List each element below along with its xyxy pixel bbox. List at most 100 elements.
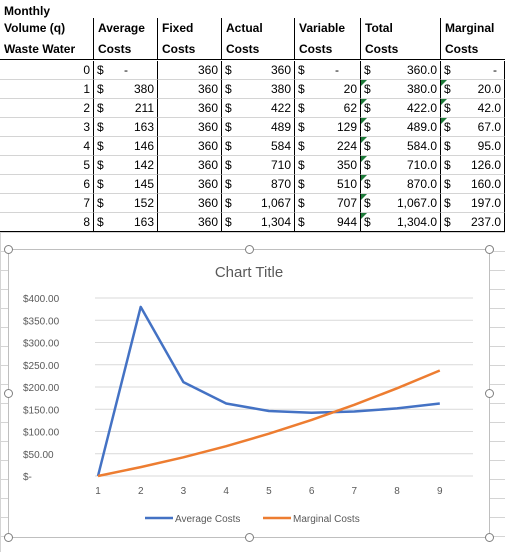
- cell-actual[interactable]: $360: [222, 61, 295, 80]
- header-total-sub[interactable]: Costs: [365, 42, 399, 56]
- cell-variable[interactable]: $129: [295, 118, 361, 137]
- cell-total[interactable]: $489.0: [361, 118, 441, 137]
- cell-value: 489.0: [406, 120, 437, 134]
- cell-q[interactable]: 2: [0, 99, 94, 118]
- cell-value: 224: [336, 139, 357, 153]
- cell-fixed[interactable]: 360: [158, 213, 222, 232]
- cell-total[interactable]: $422.0: [361, 99, 441, 118]
- cell-variable[interactable]: $707: [295, 194, 361, 213]
- cell-actual[interactable]: $1,067: [222, 194, 295, 213]
- resize-handle[interactable]: [245, 533, 254, 542]
- cell-total[interactable]: $1,067.0: [361, 194, 441, 213]
- cell-total[interactable]: $1,304.0: [361, 213, 441, 232]
- cell-variable[interactable]: $20: [295, 80, 361, 99]
- cell-q[interactable]: 3: [0, 118, 94, 137]
- header-q-sub[interactable]: Waste Water: [4, 42, 76, 56]
- cell-marginal[interactable]: $95.0: [441, 137, 505, 156]
- y-tick-label: $200.00: [23, 383, 60, 394]
- cell-q[interactable]: 8: [0, 213, 94, 232]
- cell-actual[interactable]: $380: [222, 80, 295, 99]
- cell-marginal[interactable]: $20.0: [441, 80, 505, 99]
- cell-actual[interactable]: $584: [222, 137, 295, 156]
- cell-value: 152: [133, 196, 154, 210]
- series-line-1: [97, 369, 441, 478]
- cell-marginal[interactable]: $160.0: [441, 175, 505, 194]
- cell-avg[interactable]: $145: [94, 175, 158, 194]
- cell-variable[interactable]: $ -: [295, 61, 361, 80]
- header-variable[interactable]: Variable: [299, 21, 346, 35]
- header-marginal[interactable]: Marginal: [445, 21, 495, 35]
- currency-symbol: $: [444, 120, 451, 134]
- cell-avg[interactable]: $380: [94, 80, 158, 99]
- cell-total[interactable]: $710.0: [361, 156, 441, 175]
- header-q[interactable]: Volume (q): [4, 21, 66, 35]
- cell-actual[interactable]: $489: [222, 118, 295, 137]
- cell-marginal[interactable]: $126.0: [441, 156, 505, 175]
- cell-total[interactable]: $360.0: [361, 61, 441, 80]
- cell-avg[interactable]: $ -: [94, 61, 158, 80]
- cell-q[interactable]: 6: [0, 175, 94, 194]
- cell-total[interactable]: $870.0: [361, 175, 441, 194]
- resize-handle[interactable]: [485, 389, 494, 398]
- cell-marginal[interactable]: $197.0: [441, 194, 505, 213]
- header-fixed-sub[interactable]: Costs: [162, 42, 196, 56]
- cell-q[interactable]: 7: [0, 194, 94, 213]
- cell-q[interactable]: 4: [0, 137, 94, 156]
- cell-variable[interactable]: $62: [295, 99, 361, 118]
- cell-actual[interactable]: $1,304: [222, 213, 295, 232]
- cell-actual[interactable]: $710: [222, 156, 295, 175]
- cell-fixed[interactable]: 360: [158, 118, 222, 137]
- x-tick-label: 7: [352, 486, 358, 497]
- header-variable-sub[interactable]: Costs: [299, 42, 333, 56]
- cell-actual[interactable]: $422: [222, 99, 295, 118]
- resize-handle[interactable]: [4, 533, 13, 542]
- resize-handle[interactable]: [485, 245, 494, 254]
- resize-handle[interactable]: [245, 245, 254, 254]
- cell-value: 163: [133, 120, 154, 134]
- cell-q[interactable]: 1: [0, 80, 94, 99]
- cell-avg[interactable]: $152: [94, 194, 158, 213]
- cell-variable[interactable]: $510: [295, 175, 361, 194]
- cell-variable[interactable]: $944: [295, 213, 361, 232]
- cell-total[interactable]: $380.0: [361, 80, 441, 99]
- header-divider: [221, 18, 222, 60]
- cell-fixed[interactable]: 360: [158, 175, 222, 194]
- cell-fixed[interactable]: 360: [158, 61, 222, 80]
- cell-marginal[interactable]: $ -: [441, 61, 505, 80]
- cell-avg[interactable]: $142: [94, 156, 158, 175]
- cell-fixed[interactable]: 360: [158, 80, 222, 99]
- cell-fixed[interactable]: 360: [158, 137, 222, 156]
- cell-variable[interactable]: $224: [295, 137, 361, 156]
- cell-value: 1,067.0: [396, 196, 437, 210]
- header-fixed[interactable]: Fixed: [162, 21, 194, 35]
- header-avg-sub[interactable]: Costs: [98, 42, 132, 56]
- cell-variable[interactable]: $350: [295, 156, 361, 175]
- header-total[interactable]: Total: [365, 21, 393, 35]
- legend-label-0: Average Costs: [175, 514, 240, 525]
- cell-actual[interactable]: $870: [222, 175, 295, 194]
- cell-marginal[interactable]: $42.0: [441, 99, 505, 118]
- header-actual-sub[interactable]: Costs: [226, 42, 260, 56]
- cell-avg[interactable]: $163: [94, 118, 158, 137]
- cell-q[interactable]: 0: [0, 61, 94, 80]
- line-chart[interactable]: Chart Title $- $50.00 $100.00 $150.00 $200.00…: [4, 245, 494, 542]
- cell-avg[interactable]: $163: [94, 213, 158, 232]
- cell-marginal[interactable]: $67.0: [441, 118, 505, 137]
- cell-fixed[interactable]: 360: [158, 194, 222, 213]
- cell-avg[interactable]: $211: [94, 99, 158, 118]
- cell-total[interactable]: $584.0: [361, 137, 441, 156]
- cell-fixed[interactable]: 360: [158, 99, 222, 118]
- cell-value: 710: [270, 158, 291, 172]
- resize-handle[interactable]: [485, 533, 494, 542]
- resize-handle[interactable]: [4, 245, 13, 254]
- header-actual[interactable]: Actual: [226, 21, 263, 35]
- header-title[interactable]: Monthly: [4, 4, 50, 18]
- formula-indicator: [361, 80, 367, 86]
- resize-handle[interactable]: [4, 389, 13, 398]
- cell-fixed[interactable]: 360: [158, 156, 222, 175]
- header-avg[interactable]: Average: [98, 21, 145, 35]
- cell-q[interactable]: 5: [0, 156, 94, 175]
- header-marginal-sub[interactable]: Costs: [445, 42, 479, 56]
- cell-avg[interactable]: $146: [94, 137, 158, 156]
- cell-marginal[interactable]: $237.0: [441, 213, 505, 232]
